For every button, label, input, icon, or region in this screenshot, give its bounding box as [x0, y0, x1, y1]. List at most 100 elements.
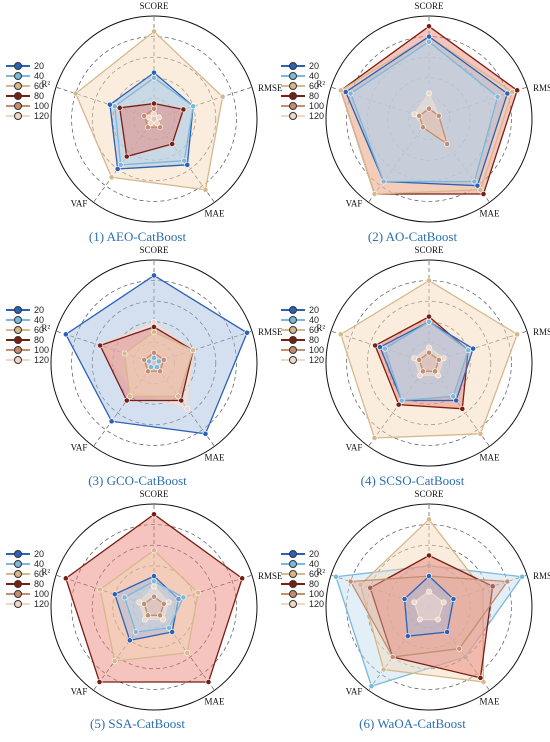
series-100-point-4 — [389, 654, 396, 660]
series-20-point-3 — [202, 430, 209, 437]
series-40-point-5 — [347, 90, 354, 97]
legend-marker — [14, 306, 22, 314]
axis-label-5: R² — [41, 79, 50, 89]
spoke-4 — [368, 118, 430, 203]
legend-entry: 40 — [6, 559, 49, 569]
legend-label: 120 — [309, 355, 325, 365]
series-60-point-4 — [126, 393, 133, 400]
series-80-point-2 — [180, 106, 187, 113]
axis-label-2: RMSE — [533, 327, 550, 337]
panel-title-5: (5) SSA-CatBoost — [90, 716, 185, 731]
legend-label: 40 — [34, 71, 45, 81]
legend-3: 20 40 60 80 100 120 — [6, 305, 49, 365]
series-100-point-1 — [151, 593, 157, 600]
series-120-point-4 — [417, 372, 423, 379]
legend-swatch — [281, 91, 305, 101]
series-100-point-5 — [141, 356, 148, 363]
legend-swatch — [281, 305, 305, 315]
series-120-point-4 — [129, 389, 136, 396]
series-100-point-5 — [141, 600, 148, 607]
legend-marker — [289, 560, 297, 568]
series-120-area — [413, 91, 446, 142]
radar-panel-3: SCORE RMSE MAE VAF R² — [41, 245, 283, 467]
grid-ring-1 — [408, 98, 450, 140]
series-120-point-1 — [426, 344, 432, 351]
series-60-point-1 — [426, 277, 432, 284]
legend-swatch — [6, 549, 30, 559]
series-60-point-5 — [121, 350, 128, 357]
series-20-point-5 — [342, 89, 349, 95]
series-120-point-3 — [184, 405, 191, 412]
series-120-point-5 — [136, 599, 143, 606]
legend-swatch — [6, 325, 30, 335]
legend-label: 40 — [34, 559, 45, 569]
axis-label-4: VAF — [346, 686, 363, 696]
grid-ring-4 — [71, 280, 237, 446]
series-40-point-5 — [382, 345, 388, 352]
legend-marker — [14, 92, 22, 100]
legend-swatch — [281, 599, 305, 609]
axis-label-4: VAF — [71, 198, 88, 208]
series-120-point-1 — [426, 90, 432, 97]
series-20-point-4 — [404, 633, 411, 640]
series-20-point-3 — [184, 161, 191, 168]
legend-label: 120 — [309, 111, 325, 121]
legend-entry: 80 — [281, 579, 324, 589]
outer-ring — [50, 259, 258, 467]
series-80-point-5 — [116, 104, 123, 111]
legend-swatch — [281, 345, 305, 355]
series-60-point-3 — [175, 393, 182, 400]
legend-marker — [289, 62, 297, 70]
series-20-point-3 — [453, 397, 460, 404]
series-60-point-3 — [480, 679, 487, 685]
series-20-point-5 — [107, 101, 113, 108]
grid-ring-1 — [408, 586, 450, 628]
series-100-point-5 — [141, 112, 148, 119]
series-60-point-2 — [219, 93, 226, 100]
legend-swatch — [281, 325, 305, 335]
series-120-point-4 — [417, 616, 423, 623]
series-80-point-1 — [426, 552, 432, 559]
series-20-point-2 — [244, 329, 250, 336]
series-120-point-1 — [151, 583, 157, 590]
grid-ring-3 — [91, 56, 217, 182]
legend-entry: 40 — [6, 71, 49, 81]
legend-swatch — [6, 589, 30, 599]
legend-marker — [289, 550, 297, 558]
legend-entry: 120 — [6, 355, 49, 365]
grid-ring-3 — [91, 300, 217, 426]
spoke-5 — [55, 86, 155, 120]
radar-panel-6: SCORE RMSE MAE VAF R² — [316, 489, 550, 711]
legend-marker — [14, 580, 22, 588]
axis-label-2: RMSE — [258, 327, 283, 337]
legend-marker — [289, 336, 297, 344]
grid-ring-3 — [366, 544, 492, 670]
legend-5: 20 40 60 80 100 120 — [6, 549, 49, 609]
legend-marker — [14, 62, 22, 70]
series-40-point-4 — [117, 161, 124, 168]
series-100-point-3 — [157, 612, 163, 619]
series-60-point-3 — [202, 186, 209, 193]
legend-marker — [14, 336, 22, 344]
legend-entry: 60 — [281, 569, 324, 579]
legend-marker — [14, 112, 22, 120]
legend-marker — [14, 346, 22, 354]
legend-entry: 40 — [281, 559, 324, 569]
series-40-point-2 — [190, 103, 197, 110]
series-120-point-3 — [160, 616, 166, 623]
series-20-area — [114, 575, 180, 642]
legend-swatch — [281, 589, 305, 599]
series-100-point-4 — [145, 368, 151, 375]
grid-ring-2 — [387, 321, 471, 405]
series-80-point-3 — [169, 141, 176, 147]
axis-label-3: MAE — [205, 696, 226, 706]
series-40-point-5 — [121, 594, 128, 601]
legend-label: 100 — [309, 101, 325, 111]
legend-marker — [14, 82, 22, 90]
series-100-point-4 — [420, 368, 426, 375]
axis-label-2: RMSE — [533, 83, 550, 93]
series-100-point-3 — [432, 368, 438, 375]
legend-1: 20 40 60 80 100 120 — [6, 61, 49, 121]
legend-entry: 20 — [6, 305, 49, 315]
